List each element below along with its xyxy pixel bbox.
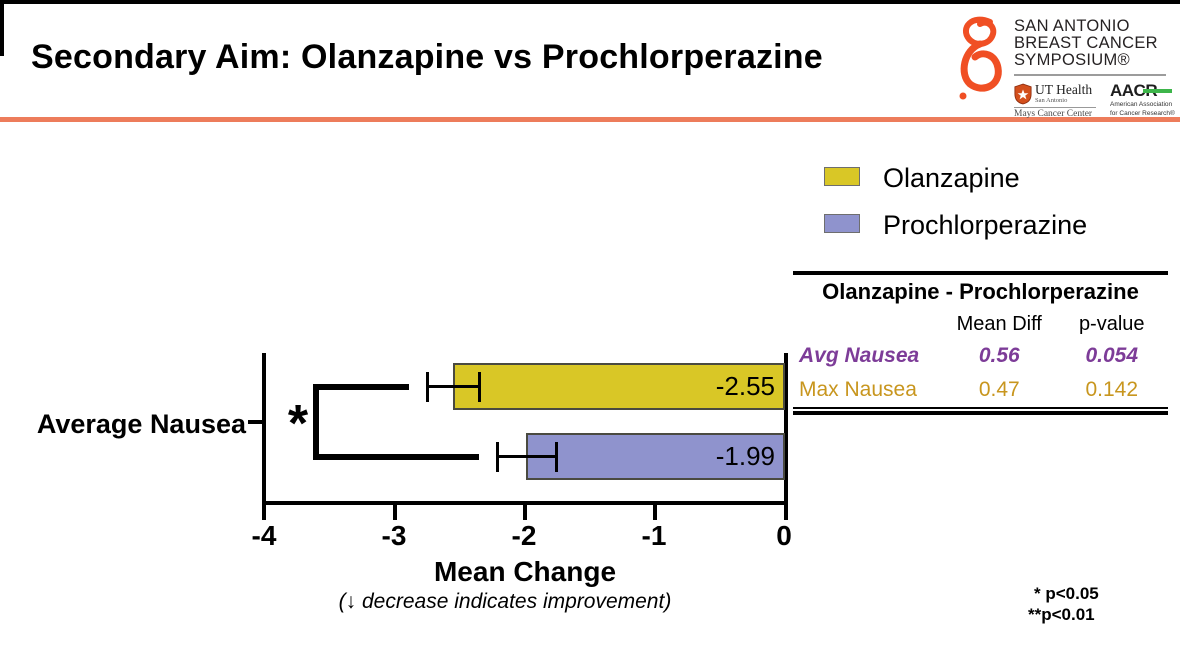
table-header-spacer xyxy=(793,309,943,339)
symposium-line-3: SYMPOSIUM® xyxy=(1014,51,1131,69)
table-top-border xyxy=(793,271,1168,275)
header-accent-rule xyxy=(0,117,1180,122)
category-label-average-nausea: Average Nausea xyxy=(36,409,246,439)
x-tick-label-minus4: -4 xyxy=(251,520,277,551)
ut-health-name: UT Health xyxy=(1035,82,1093,97)
shield-icon xyxy=(1014,83,1032,105)
row-label: Max Nausea xyxy=(799,378,917,401)
table-title: Olanzapine - Prochlorperazine xyxy=(822,279,1139,304)
legend-item-olanzapine: Olanzapine xyxy=(824,163,1104,193)
table-row-avg-nausea: Avg Nausea 0.56 0.054 xyxy=(793,339,1168,373)
legend-label-olanzapine: Olanzapine xyxy=(883,163,1020,193)
legend-label-prochlorperazine: Prochlorperazine xyxy=(883,210,1088,240)
y-axis-spine xyxy=(262,353,266,520)
sabcs-logo: SAN ANTONIO BREAST CANCER SYMPOSIUM® UT … xyxy=(952,12,1175,119)
x-tick-label-minus3: -3 xyxy=(381,520,407,551)
aacr-letters: AACR xyxy=(1110,81,1158,100)
x-tick-minus3 xyxy=(393,505,397,520)
x-axis-note: (↓ decrease indicates improvement) xyxy=(338,590,672,613)
symposium-wordmark: SAN ANTONIO BREAST CANCER SYMPOSIUM® xyxy=(1014,18,1158,69)
significance-bracket-vertical xyxy=(313,384,319,460)
ut-health-divider xyxy=(1014,107,1096,108)
olanzapine-swatch xyxy=(824,167,860,186)
bar-prochlorperazine: -1.99 xyxy=(526,433,785,480)
prochlorperazine-swatch xyxy=(824,214,860,233)
bar-value-olanzapine: -2.55 xyxy=(715,371,775,401)
bar-value-prochlorperazine: -1.99 xyxy=(715,441,775,471)
row-label: Avg Nausea xyxy=(799,344,920,367)
significance-bracket-top xyxy=(313,384,409,390)
error-cap-olanzapine-right xyxy=(478,372,481,402)
table-thin-rule xyxy=(793,407,1168,409)
ribbon-icon xyxy=(959,16,1002,100)
error-bar-prochlorperazine xyxy=(497,455,557,458)
error-cap-prochlorperazine-left xyxy=(496,442,499,472)
logo-divider xyxy=(1014,74,1166,76)
slide-top-border xyxy=(0,0,1180,4)
x-axis-baseline xyxy=(262,501,788,505)
row-mean-diff: 0.47 xyxy=(978,378,1020,401)
x-axis-title: Mean Change xyxy=(433,556,617,587)
category-tick xyxy=(248,420,264,424)
aacr-subtext-1: American Association xyxy=(1110,101,1173,108)
mays-cancer-center-label: Mays Cancer Center xyxy=(1014,109,1093,119)
table-header-row: Mean Diff p-value xyxy=(793,309,1168,339)
aacr-abbr: AACR xyxy=(1110,82,1172,99)
table-header-mean-diff: Mean Diff xyxy=(956,313,1042,335)
row-p-value: 0.054 xyxy=(1085,344,1139,367)
error-cap-prochlorperazine-right xyxy=(555,442,558,472)
row-mean-diff: 0.56 xyxy=(978,344,1020,367)
x-tick-minus1 xyxy=(653,505,657,520)
aacr-subtext-2: for Cancer Research® xyxy=(1110,110,1175,117)
significance-footnotes: * p<0.05 **p<0.01 xyxy=(1028,583,1138,625)
bar-olanzapine: -2.55 xyxy=(453,363,785,410)
x-tick-label-minus1: -1 xyxy=(641,520,667,551)
stats-table: Olanzapine - Prochlorperazine Mean Diff … xyxy=(793,271,1168,415)
table-header-p-value: p-value xyxy=(1078,313,1145,335)
error-bar-olanzapine xyxy=(427,385,480,388)
legend-item-prochlorperazine: Prochlorperazine xyxy=(824,210,1104,240)
x-tick-minus2 xyxy=(523,505,527,520)
footnote-p01: **p<0.01 xyxy=(1028,605,1095,624)
ut-health-location: San Antonio xyxy=(1035,97,1068,104)
aacr-logo: AACR American Association for Cancer Res… xyxy=(1110,82,1175,117)
symposium-line-2: BREAST CANCER xyxy=(1014,34,1158,52)
x-tick-label-zero: 0 xyxy=(776,520,792,551)
table-row-max-nausea: Max Nausea 0.47 0.142 xyxy=(793,373,1168,407)
significance-asterisk: * xyxy=(287,395,309,453)
aacr-green-bar xyxy=(1143,89,1172,93)
error-cap-olanzapine-left xyxy=(426,372,429,402)
significance-bracket-bottom xyxy=(313,454,479,460)
x-tick-label-minus2: -2 xyxy=(511,520,537,551)
footnote-p05: * p<0.05 xyxy=(1034,584,1099,603)
slide-left-border xyxy=(0,0,4,56)
page-title: Secondary Aim: Olanzapine vs Prochlorper… xyxy=(31,38,823,76)
zero-axis-spine xyxy=(784,353,788,520)
symposium-line-1: SAN ANTONIO xyxy=(1014,17,1130,35)
table-bottom-border xyxy=(793,410,1168,415)
row-p-value: 0.142 xyxy=(1085,378,1139,401)
